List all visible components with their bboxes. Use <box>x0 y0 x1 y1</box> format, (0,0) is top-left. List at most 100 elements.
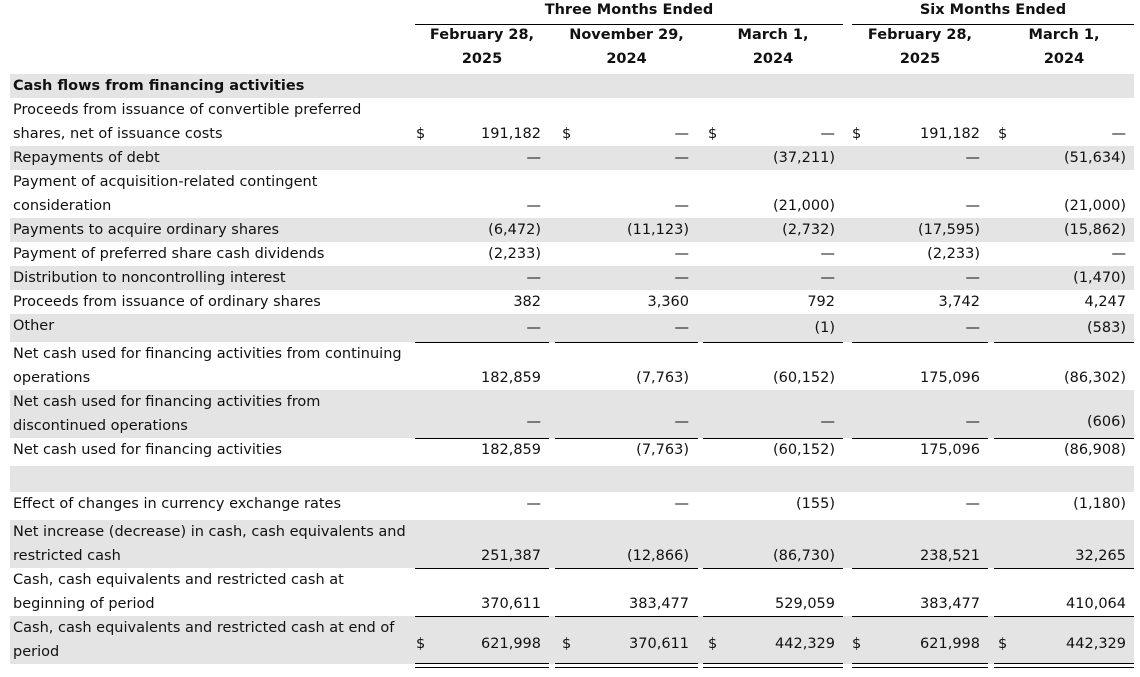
value-cell: (86,302) <box>1063 370 1126 386</box>
subtotal-rule <box>994 438 1134 439</box>
value-cell: — <box>820 270 836 286</box>
value-cell: (60,152) <box>772 370 835 386</box>
table-row: Net cash used for financing activities f… <box>10 342 1134 390</box>
row-label: Other <box>13 318 55 334</box>
value-cell: 383,477 <box>629 596 689 612</box>
subtotal-rule <box>994 568 1134 569</box>
value-cell: — <box>674 496 690 512</box>
value-cell: — <box>674 198 690 214</box>
subtotal-rule <box>852 616 988 617</box>
value-cell: 442,329 <box>1066 636 1126 652</box>
value-cell: (17,595) <box>917 222 980 238</box>
value-cell: (155) <box>796 496 835 512</box>
table-row: Proceeds from issuance of ordinary share… <box>10 290 1134 314</box>
row-label: Payment of acquisition-related contingen… <box>13 174 318 214</box>
value-cell: — <box>674 126 690 142</box>
value-cell: 442,329 <box>775 636 835 652</box>
value-cell: — <box>526 496 542 512</box>
value-cell: 382 <box>513 294 541 310</box>
row-label: Distribution to noncontrolling interest <box>13 270 286 286</box>
column-header-year: 2024 <box>606 51 647 67</box>
value-cell: 3,360 <box>647 294 689 310</box>
value-cell: (7,763) <box>636 442 689 458</box>
value-cell: (606) <box>1087 414 1126 430</box>
currency-symbol: $ <box>852 126 862 142</box>
value-cell: — <box>965 414 981 430</box>
total-double-rule <box>415 663 549 668</box>
value-cell: (86,730) <box>772 548 835 564</box>
column-header-date: November 29, <box>569 27 684 43</box>
subtotal-rule <box>852 438 988 439</box>
value-cell: — <box>1111 126 1127 142</box>
value-cell: — <box>526 320 542 336</box>
table-row <box>10 466 1134 492</box>
group-rule-six-months <box>852 24 1134 25</box>
table-row: Net cash used for financing activities f… <box>10 390 1134 438</box>
value-cell: (1) <box>814 320 835 336</box>
row-label: Net cash used for financing activities f… <box>13 394 321 434</box>
value-cell: 621,998 <box>920 636 980 652</box>
value-cell: 370,611 <box>481 596 541 612</box>
value-cell: — <box>526 150 542 166</box>
column-header-date: March 1, <box>737 27 809 43</box>
value-cell: — <box>965 496 981 512</box>
value-cell: — <box>965 270 981 286</box>
value-cell: (6,472) <box>488 222 541 238</box>
value-cell: (2,233) <box>927 246 980 262</box>
value-cell: (37,211) <box>772 150 835 166</box>
row-label: Proceeds from issuance of ordinary share… <box>13 294 321 310</box>
value-cell: 182,859 <box>481 442 541 458</box>
value-cell: — <box>674 270 690 286</box>
value-cell: (1,180) <box>1073 496 1126 512</box>
value-cell: (7,763) <box>636 370 689 386</box>
value-cell: 251,387 <box>481 548 541 564</box>
subtotal-rule <box>415 438 549 439</box>
subtotal-rule <box>415 342 549 343</box>
total-double-rule <box>994 663 1134 668</box>
currency-symbol: $ <box>708 636 718 652</box>
value-cell: — <box>526 198 542 214</box>
value-cell: — <box>674 414 690 430</box>
subtotal-rule <box>555 342 698 343</box>
value-cell: 3,742 <box>938 294 980 310</box>
value-cell: (15,862) <box>1063 222 1126 238</box>
subtotal-rule <box>852 568 988 569</box>
table-row: Effect of changes in currency exchange r… <box>10 492 1134 520</box>
subtotal-rule <box>703 438 843 439</box>
group-header-three-months: Three Months Ended <box>544 2 714 18</box>
total-double-rule <box>555 663 698 668</box>
row-label <box>13 466 418 492</box>
currency-symbol: $ <box>416 126 426 142</box>
value-cell: 182,859 <box>481 370 541 386</box>
column-header-date: February 28, <box>867 27 973 43</box>
table-row: Cash, cash equivalents and restricted ca… <box>10 568 1134 616</box>
column-header-year: 2025 <box>899 51 941 67</box>
currency-symbol: $ <box>852 636 862 652</box>
value-cell: 32,265 <box>1075 548 1126 564</box>
value-cell: — <box>526 414 542 430</box>
subtotal-rule <box>415 568 549 569</box>
value-cell: — <box>820 414 836 430</box>
row-label: Net increase (decrease) in cash, cash eq… <box>13 524 406 564</box>
value-cell: — <box>965 198 981 214</box>
subtotal-rule <box>703 342 843 343</box>
value-cell: 529,059 <box>775 596 835 612</box>
subtotal-rule <box>703 568 843 569</box>
value-cell: 4,247 <box>1084 294 1126 310</box>
column-header-date: March 1, <box>1028 27 1100 43</box>
table-row: Payments to acquire ordinary shares (6,47… <box>10 218 1134 242</box>
value-cell: 175,096 <box>920 370 980 386</box>
value-cell: 383,477 <box>920 596 980 612</box>
value-cell: (12,866) <box>626 548 689 564</box>
value-cell: (1,470) <box>1073 270 1126 286</box>
column-header-year: 2024 <box>1043 51 1085 67</box>
column-header-year: 2024 <box>752 51 794 67</box>
section-title-row: Cash flows from financing activities <box>10 74 1134 98</box>
value-cell: (2,233) <box>488 246 541 262</box>
subtotal-rule <box>415 616 549 617</box>
row-label: Effect of changes in currency exchange r… <box>13 496 342 512</box>
subtotal-rule <box>852 342 988 343</box>
currency-symbol: $ <box>998 126 1008 142</box>
value-cell: — <box>674 150 690 166</box>
value-cell: 191,182 <box>481 126 541 142</box>
